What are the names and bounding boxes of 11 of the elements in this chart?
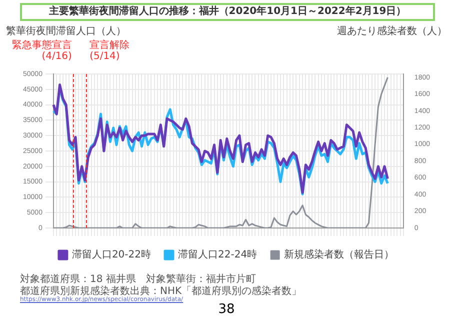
chart-title: 主要繁華街夜間滞留人口の推移：福井（2020年10月1日～2022年2月19日） xyxy=(20,3,435,21)
text: 38 xyxy=(217,302,236,317)
text: 都道府県別新規感染者数出典：NHK「都道府県別の感染者数」 xyxy=(20,284,302,297)
text: 宣言解除(5/14) xyxy=(90,40,131,62)
legend-label: 滞留人口20-22時 xyxy=(72,248,152,261)
text: 対象都道府県：18 福井県 対象繁華街：福井市片町 xyxy=(20,272,256,286)
legend-label: 滞留人口22-24時 xyxy=(178,248,258,261)
y-axis-title: 繁華街夜間滞留人口（人） xyxy=(6,24,126,38)
y2-axis-title: 週あたり感染者数（人） xyxy=(337,24,447,38)
text: 緊急事態宣言(4/16) xyxy=(10,40,72,62)
legend-label: 新規感染者数（報告日） xyxy=(284,248,394,261)
